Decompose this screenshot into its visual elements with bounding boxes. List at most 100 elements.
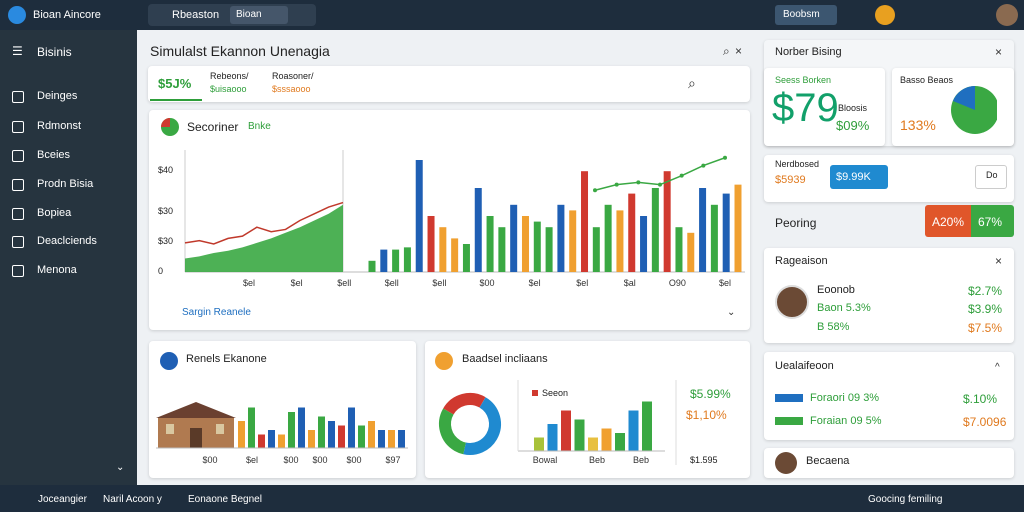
box-text[interactable]: Do [986, 170, 998, 180]
bar [474, 188, 482, 272]
sidebar-icon [12, 150, 24, 162]
row-name: B 58% [817, 321, 850, 333]
sidebar-icon [12, 179, 24, 191]
x-tick-label: $00 [202, 455, 217, 465]
bar [604, 204, 612, 272]
label: Basso Beaos [900, 75, 954, 85]
x-tick-label: $00 [479, 278, 494, 288]
x-tick-label: $el [291, 278, 303, 288]
bar [569, 210, 577, 272]
trend-point [658, 182, 662, 187]
top-button[interactable] [775, 5, 837, 25]
bar [547, 424, 558, 451]
label: Peoring [775, 216, 817, 230]
tab-value[interactable]: $uisaooo [210, 84, 247, 94]
sidebar-icon [12, 208, 24, 220]
close-icon[interactable]: × [995, 45, 1002, 59]
mini-pie [951, 86, 999, 134]
chart-icon [435, 352, 453, 370]
tab-underline [150, 99, 202, 101]
bar [368, 260, 376, 272]
bar [238, 421, 245, 448]
search-text[interactable]: Rbeaston [172, 9, 220, 21]
bar [574, 419, 585, 451]
bar [510, 204, 518, 272]
x-tick-label: $el [719, 278, 731, 288]
search-icon[interactable]: ⌕ [723, 44, 730, 58]
building-image [156, 402, 236, 448]
box-button[interactable] [975, 165, 1007, 189]
footer-item[interactable]: Naril Acoon y [103, 494, 162, 505]
chart-icon [160, 352, 178, 370]
trend-point [723, 155, 727, 160]
bar [545, 227, 553, 272]
trend-point [679, 173, 684, 178]
side-value: $5.99% [690, 387, 731, 401]
bar [338, 425, 345, 448]
right-card-2 [764, 155, 1014, 202]
search-icon[interactable]: ⌕ [688, 75, 696, 91]
bar [561, 410, 571, 451]
bar [403, 247, 411, 272]
filter-chip[interactable] [230, 6, 288, 24]
expand-icon[interactable]: ⌄ [116, 462, 124, 473]
button-text[interactable]: Boobsm [783, 9, 820, 20]
y-tick-label: $30 [158, 236, 174, 246]
collapse-icon[interactable]: ^ [995, 362, 1000, 373]
chart-title: Renels Ekanone [186, 353, 267, 365]
tab-value[interactable]: $sssaooo [272, 84, 311, 94]
close-icon[interactable]: × [995, 254, 1002, 268]
sidebar-item[interactable]: Rdmonst [37, 120, 82, 132]
menu-icon: ☰ [12, 44, 23, 58]
filter-text[interactable]: Bioan [236, 9, 262, 20]
bar [328, 421, 335, 448]
sidebar-item[interactable]: Menona [37, 264, 77, 276]
value-button[interactable] [830, 165, 888, 189]
sidebar-item[interactable]: Bopiea [37, 207, 72, 219]
sidebar-item[interactable]: Deinges [37, 90, 78, 102]
footer-item[interactable]: Eonaone Begnel [188, 494, 262, 505]
label: Nerdbosed [775, 159, 820, 169]
expand-icon[interactable]: ⌄ [727, 307, 735, 318]
card-title: Uealaifeoon [775, 360, 834, 372]
person-avatar [775, 285, 809, 319]
bar [258, 434, 265, 448]
bar [601, 428, 612, 451]
y-tick-label: $30 [158, 206, 174, 216]
row-value: $7.5% [968, 321, 1003, 335]
bar [268, 430, 275, 448]
footer-bar [0, 485, 1024, 512]
bar [663, 171, 671, 272]
tab[interactable]: $5J% [158, 76, 192, 91]
bar [348, 407, 355, 448]
bar [521, 216, 529, 272]
bar [398, 430, 405, 448]
bar [651, 188, 659, 272]
bar [615, 433, 625, 451]
sidebar-item[interactable]: Deaclciends [37, 235, 97, 247]
person-avatar-small [775, 452, 797, 474]
trend-point [614, 182, 619, 187]
bar [534, 437, 544, 451]
icon-coin[interactable] [875, 5, 895, 25]
area [185, 204, 343, 272]
bar [687, 232, 695, 272]
label: Bloosis [838, 103, 868, 113]
tag-green [971, 205, 1014, 237]
bar [278, 434, 285, 448]
card-title: Rageaison [775, 255, 828, 267]
footer-item[interactable]: Joceangier [38, 494, 87, 505]
sidebar-item[interactable]: Bceies [37, 149, 71, 161]
chart-footer[interactable]: Sargin Reanele [182, 307, 251, 318]
bar [392, 249, 400, 272]
sidebar-item[interactable]: Prodn Bisia [37, 178, 94, 190]
close-icon[interactable]: × [735, 44, 742, 58]
tab-label: Rebeons/ [210, 71, 249, 81]
button-text[interactable]: $9.99K [836, 171, 871, 183]
tag-red [925, 205, 971, 237]
avatar[interactable] [996, 4, 1018, 26]
right-sub-1 [764, 68, 885, 146]
bar [318, 416, 325, 448]
mid-chart-card [425, 341, 750, 478]
